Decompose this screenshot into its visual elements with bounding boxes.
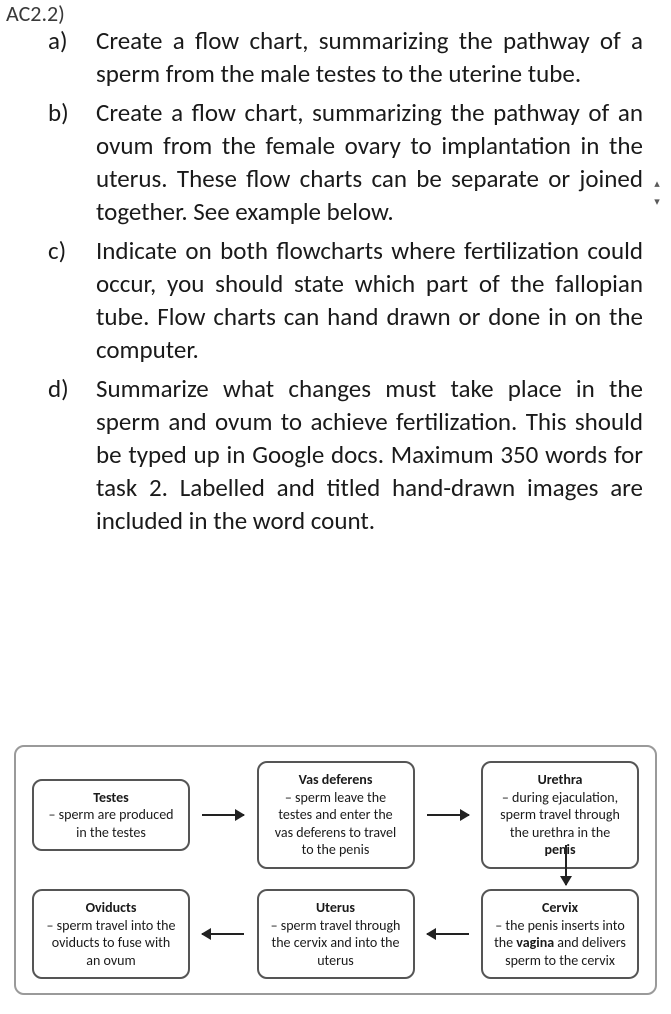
arrow-right-icon [202, 814, 244, 816]
flow-row-top: Testes – sperm are produced in the teste… [32, 761, 639, 869]
node-title: Cervix [493, 899, 627, 917]
node-desc: – sperm travel into the oviducts to fuse… [44, 917, 178, 970]
list-text: Summarize what changes must take place i… [96, 372, 643, 537]
list-item-d: d) Summarize what changes must take plac… [48, 372, 643, 537]
node-desc: – the penis inserts into the vagina and … [493, 917, 627, 970]
question-list: a) Create a flow chart, summarizing the … [48, 24, 643, 537]
list-item-a: a) Create a flow chart, summarizing the … [48, 24, 643, 90]
flow-row-bottom: Oviducts – sperm travel into the oviduct… [32, 889, 639, 979]
node-oviducts: Oviducts – sperm travel into the oviduct… [32, 889, 190, 979]
list-item-b: b) Create a flow chart, summarizing the … [48, 96, 643, 228]
list-marker: c) [48, 234, 96, 366]
arrow-left-icon [202, 933, 244, 935]
node-desc: – during ejaculation, sperm travel throu… [493, 789, 627, 859]
flowchart-example: Testes – sperm are produced in the teste… [14, 745, 657, 995]
node-title: Testes [44, 789, 178, 807]
list-text: Create a flow chart, summarizing the pat… [96, 24, 643, 90]
node-desc: – sperm are produced in the testes [44, 806, 178, 841]
node-desc: – sperm travel through the cervix and in… [269, 917, 403, 970]
list-marker: b) [48, 96, 96, 228]
node-title: Vas deferens [269, 771, 403, 789]
flowchart-rows: Testes – sperm are produced in the teste… [32, 761, 639, 979]
node-title: Oviducts [44, 899, 178, 917]
nav-up-icon[interactable]: ▴ [654, 175, 660, 193]
nav-down-icon[interactable]: ▾ [654, 193, 660, 211]
arrow-left-icon [427, 933, 469, 935]
question-content: a) Create a flow chart, summarizing the … [0, 0, 671, 537]
node-urethra: Urethra – during ejaculation, sperm trav… [481, 761, 639, 869]
node-title: Uterus [269, 899, 403, 917]
node-title: Urethra [493, 771, 627, 789]
arrow-right-icon [427, 814, 469, 816]
node-vas-deferens: Vas deferens – sperm leave the testes an… [257, 761, 415, 869]
node-desc: – sperm leave the testes and enter the v… [269, 789, 403, 859]
list-text: Indicate on both flowcharts where fertil… [96, 234, 643, 366]
list-item-c: c) Indicate on both flowcharts where fer… [48, 234, 643, 366]
node-uterus: Uterus – sperm travel through the cervix… [257, 889, 415, 979]
list-text: Create a flow chart, summarizing the pat… [96, 96, 643, 228]
list-marker: d) [48, 372, 96, 537]
nav-scroll-widget[interactable]: ▴ ▾ [643, 168, 671, 218]
node-testes: Testes – sperm are produced in the teste… [32, 779, 190, 852]
arrow-down-icon [565, 845, 567, 885]
header-reference: AC2.2) [6, 0, 65, 27]
node-cervix: Cervix – the penis inserts into the vagi… [481, 889, 639, 979]
list-marker: a) [48, 24, 96, 90]
